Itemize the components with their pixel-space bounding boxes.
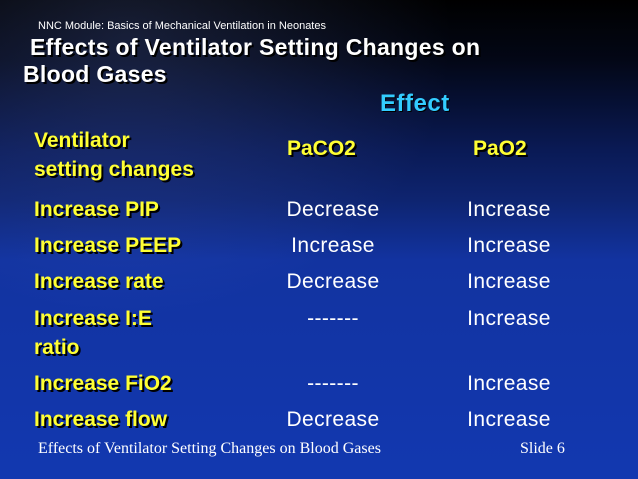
table-row: Increase rate Decrease Increase: [0, 267, 638, 297]
setting-cell-line-2: ratio: [34, 336, 80, 359]
column-header-setting-line-2: setting changes: [34, 158, 194, 181]
setting-cell: Increase I:E ratio: [34, 304, 152, 362]
table-row: Increase PIP Decrease Increase: [0, 195, 638, 225]
pao2-cell: Increase: [467, 198, 551, 221]
paco2-cell: -------: [307, 307, 359, 330]
title-line-2: Blood Gases: [23, 61, 167, 87]
module-label: NNC Module: Basics of Mechanical Ventila…: [38, 20, 326, 32]
setting-cell: Increase PIP: [34, 198, 159, 221]
column-header-pao2: PaO2: [473, 137, 527, 160]
pao2-cell: Increase: [467, 307, 551, 330]
setting-cell: Increase flow: [34, 408, 168, 431]
pao2-cell: Increase: [467, 234, 551, 257]
slide-footer: Effects of Ventilator Setting Changes on…: [38, 440, 565, 458]
table-row: Increase I:E ratio ------- Increase: [0, 304, 638, 364]
effect-heading: Effect: [380, 90, 450, 117]
pao2-cell: Increase: [467, 372, 551, 395]
setting-cell: Increase PEEP: [34, 234, 182, 257]
table-row: Increase flow Decrease Increase: [0, 405, 638, 435]
column-header-setting: Ventilator setting changes: [34, 126, 194, 184]
paco2-cell: Decrease: [286, 270, 380, 293]
paco2-cell: Increase: [291, 234, 375, 257]
title-line-1: Effects of Ventilator Setting Changes on: [30, 34, 481, 60]
footer-caption: Effects of Ventilator Setting Changes on…: [38, 440, 381, 457]
setting-cell-line-1: Increase I:E: [34, 307, 152, 330]
column-header-setting-line-1: Ventilator: [34, 129, 130, 152]
setting-cell: Increase FiO2: [34, 372, 172, 395]
pao2-cell: Increase: [467, 408, 551, 431]
table-row: Increase PEEP Increase Increase: [0, 231, 638, 261]
column-header-paco2: PaCO2: [287, 137, 356, 160]
paco2-cell: Decrease: [286, 408, 380, 431]
setting-cell: Increase rate: [34, 270, 164, 293]
slide-title: Effects of Ventilator Setting Changes on…: [23, 34, 620, 88]
paco2-cell: -------: [307, 372, 359, 395]
table-row: Increase FiO2 ------- Increase: [0, 369, 638, 399]
slide-number: Slide 6: [520, 440, 565, 457]
pao2-cell: Increase: [467, 270, 551, 293]
paco2-cell: Decrease: [286, 198, 380, 221]
